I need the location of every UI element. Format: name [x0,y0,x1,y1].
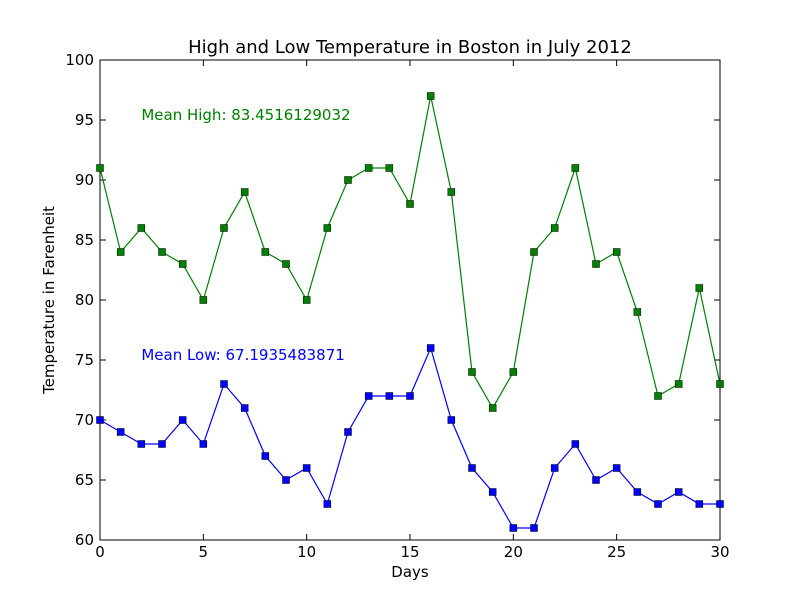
y-axis-label: Temperature in Farenheit [40,206,58,395]
data-point [654,392,662,400]
y-tick-label: 90 [75,171,94,189]
data-point [220,380,228,388]
data-point [468,368,476,376]
data-point [488,488,497,496]
data-point [116,428,125,436]
y-tick-label: 75 [75,351,94,369]
plot-area [99,59,721,541]
data-point [612,248,621,256]
x-tick-label: 30 [710,543,729,561]
data-point [674,380,683,388]
series-layer [96,92,724,532]
data-point [178,416,187,424]
data-point [344,428,352,436]
data-point [385,392,394,400]
data-point [261,452,270,460]
data-point [550,224,559,232]
data-point [592,476,600,484]
x-axis-label: Days [391,563,429,581]
data-point [509,368,518,376]
data-point [447,188,456,196]
data-point [96,164,104,172]
y-tick-label: 80 [75,291,94,309]
y-tick-label: 70 [75,411,94,429]
x-tick-label: 20 [504,543,523,561]
x-tick-label: 0 [95,543,105,561]
data-point [406,200,414,208]
data-point [220,224,228,232]
annotation-layer: Mean High: 83.4516129032 Mean Low: 67.193… [141,106,350,364]
data-point [571,164,580,172]
data-point [633,308,642,316]
data-point [302,464,311,472]
data-point [116,248,125,256]
data-point [426,344,435,352]
data-point [447,416,456,424]
data-point [530,248,538,256]
data-point [364,164,373,172]
data-point [199,440,208,448]
data-point [178,260,187,268]
data-point [488,404,497,412]
data-point [612,464,621,472]
x-tick-label: 15 [400,543,419,561]
chart-title: High and Low Temperature in Boston in Ju… [188,37,632,58]
x-tick-label: 5 [199,543,209,561]
data-point [137,440,146,448]
data-point [571,440,580,448]
data-point [261,248,270,256]
data-point [344,176,352,184]
y-tick-label: 65 [75,471,94,489]
data-point [158,440,166,448]
data-point [426,92,435,100]
series-0 [96,92,724,412]
data-point [137,224,146,232]
data-point [674,488,683,496]
data-point [406,392,414,400]
y-tick-label: 100 [65,51,94,69]
data-point [96,416,104,424]
data-point [385,164,394,172]
data-point [240,188,249,196]
data-point [695,500,704,508]
axis-ticks: 0 5 10 15 20 25 30 60 65 70 75 80 85 90 95 100 [65,51,729,561]
data-point [530,524,538,532]
series-1 [96,344,724,532]
data-point [716,380,724,388]
data-point [654,500,662,508]
data-point [158,248,166,256]
data-point [468,464,476,472]
y-tick-label: 60 [75,531,94,549]
data-point [695,284,704,292]
data-point [282,260,290,268]
data-point [509,524,518,532]
x-tick-label: 10 [297,543,316,561]
x-tick-label: 25 [607,543,626,561]
data-point [323,500,332,508]
data-point [592,260,600,268]
data-point [716,500,724,508]
data-point [323,224,332,232]
data-point [282,476,290,484]
y-tick-label: 95 [75,111,94,129]
data-point [633,488,642,496]
data-point [364,392,373,400]
data-point [550,464,559,472]
y-tick-label: 85 [75,231,94,249]
data-point [302,296,311,304]
mean-annotation: Mean High: 83.4516129032 [141,106,350,124]
mean-annotation: Mean Low: 67.1935483871 [141,346,344,364]
data-point [199,296,208,304]
data-point [240,404,249,412]
